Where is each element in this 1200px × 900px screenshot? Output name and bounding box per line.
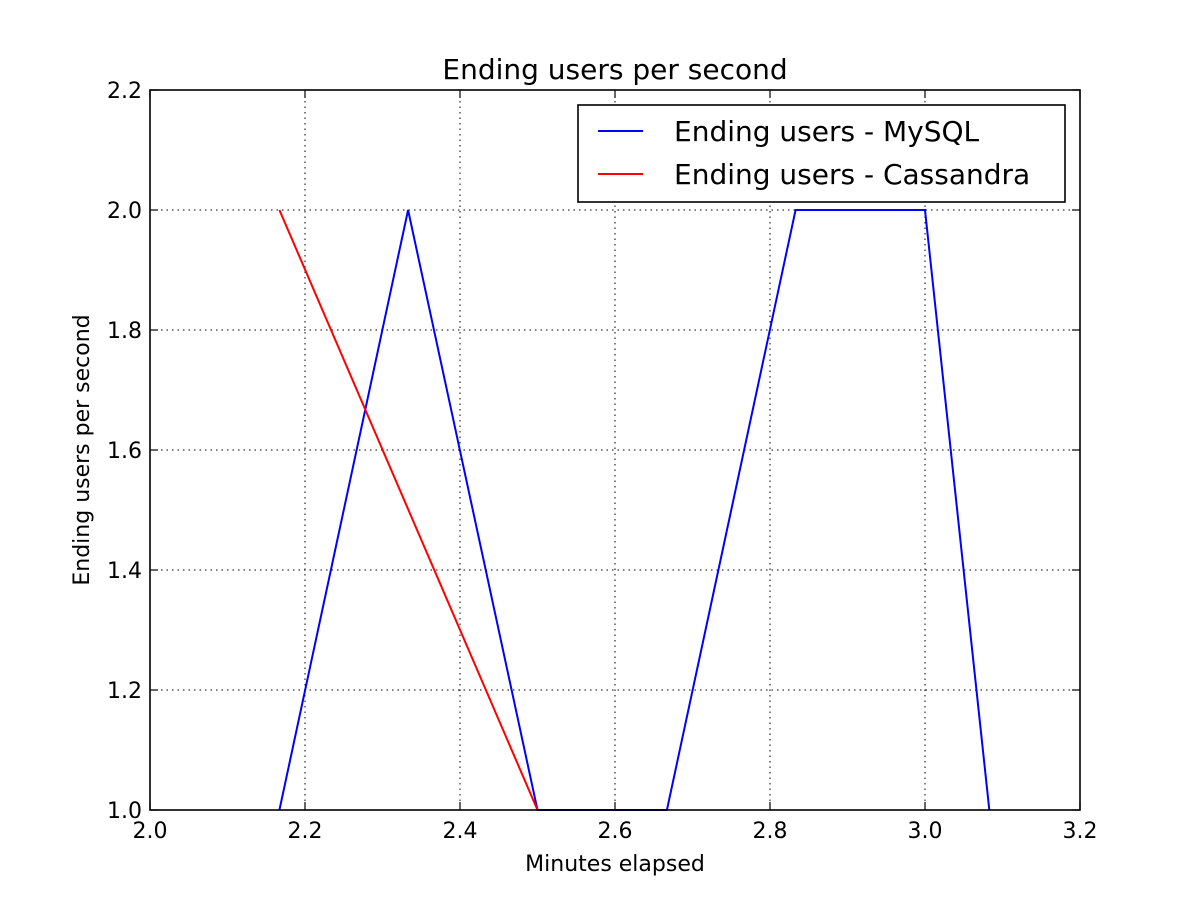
chart-title: Ending users per second	[442, 53, 787, 86]
legend: Ending users - MySQL Ending users - Cass…	[577, 104, 1066, 203]
x-tick-label: 2.8	[753, 819, 788, 844]
y-axis-label: Ending users per second	[70, 314, 95, 585]
x-tick-label: 2.0	[133, 819, 168, 844]
y-tick-label: 2.2	[107, 79, 142, 104]
x-tick-label: 2.6	[598, 819, 633, 844]
legend-label-cassandra: Ending users - Cassandra	[674, 158, 1030, 191]
x-tick-label: 3.2	[1063, 819, 1098, 844]
y-tick-labels: 1.0 1.2 1.4 1.6 1.8 2.0 2.2	[107, 79, 142, 824]
x-tick-label: 2.4	[443, 819, 478, 844]
y-tick-label: 1.8	[107, 319, 142, 344]
x-tick-label: 2.2	[288, 819, 323, 844]
x-axis-label: Minutes elapsed	[525, 852, 705, 877]
y-tick-label: 2.0	[107, 199, 142, 224]
y-tick-label: 1.2	[107, 679, 142, 704]
y-tick-label: 1.0	[107, 799, 142, 824]
x-tick-labels: 2.0 2.2 2.4 2.6 2.8 3.0 3.2	[133, 819, 1098, 844]
x-tick-label: 3.0	[908, 819, 943, 844]
legend-box	[577, 104, 1066, 203]
legend-label-mysql: Ending users - MySQL	[674, 115, 980, 148]
y-tick-label: 1.6	[107, 439, 142, 464]
series-line-cassandra	[278, 209, 539, 811]
axis-ticks	[149, 89, 1081, 811]
y-tick-label: 1.4	[107, 559, 142, 584]
